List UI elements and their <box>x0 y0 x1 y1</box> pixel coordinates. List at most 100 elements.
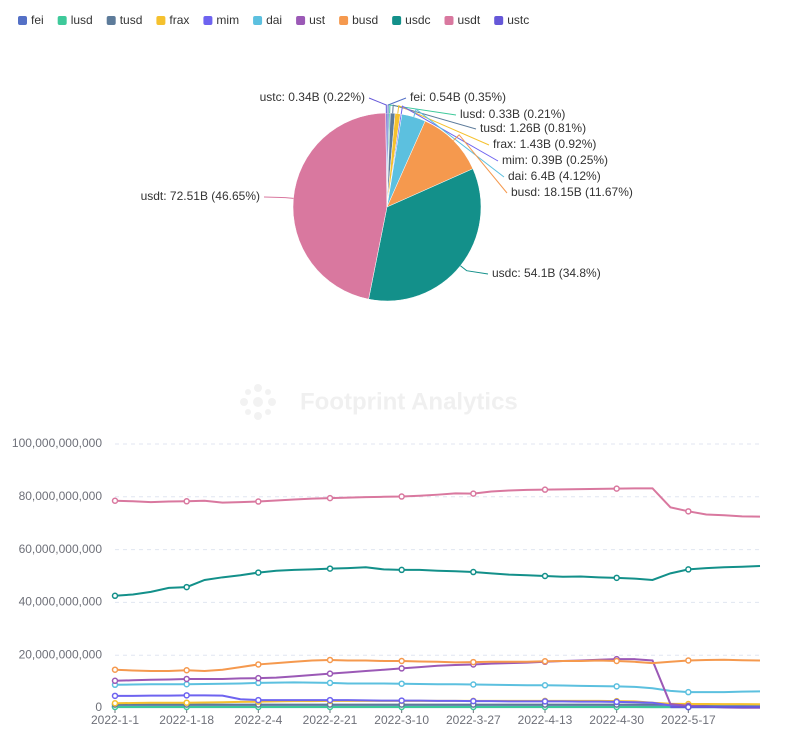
legend-label: ustc <box>507 13 529 27</box>
point-marker <box>328 566 333 571</box>
x-tick-label: 2022-3-27 <box>446 713 501 727</box>
watermark: Footprint Analytics <box>240 384 518 420</box>
legend: fei lusd tusd frax mim dai ust busd usdc usdt ustc <box>18 13 529 27</box>
y-tick-label: 60,000,000,000 <box>19 542 103 556</box>
legend-label: usdt <box>458 13 481 27</box>
point-marker <box>184 676 189 681</box>
point-marker <box>614 659 619 664</box>
legend-label: busd <box>352 13 378 27</box>
point-marker <box>184 693 189 698</box>
y-tick-label: 20,000,000,000 <box>19 647 103 661</box>
point-marker <box>184 499 189 504</box>
point-marker <box>184 668 189 673</box>
legend-label: tusd <box>120 13 143 27</box>
point-marker <box>399 666 404 671</box>
pie-slice <box>293 113 387 299</box>
x-tick-label: 2022-1-1 <box>91 713 139 727</box>
point-marker <box>256 698 261 703</box>
point-marker <box>256 499 261 504</box>
point-marker <box>686 658 691 663</box>
point-marker <box>184 585 189 590</box>
y-tick-label: 80,000,000,000 <box>19 489 103 503</box>
point-marker <box>471 699 476 704</box>
leader-line <box>460 266 488 274</box>
point-marker <box>113 678 118 683</box>
point-marker <box>399 494 404 499</box>
point-marker <box>543 659 548 664</box>
legend-swatch <box>203 16 212 25</box>
series-line <box>115 566 760 596</box>
pie-label: frax: 1.43B (0.92%) <box>493 137 596 151</box>
x-tick-label: 2022-1-18 <box>159 713 214 727</box>
pie-label: busd: 18.15B (11.67%) <box>511 185 633 199</box>
pie-label: mim: 0.39B (0.25%) <box>502 153 608 167</box>
point-marker <box>113 701 118 706</box>
watermark-logo <box>240 384 276 420</box>
legend-swatch <box>253 16 262 25</box>
point-marker <box>471 660 476 665</box>
x-tick-label: 2022-3-10 <box>374 713 429 727</box>
point-marker <box>614 684 619 689</box>
legend-swatch <box>156 16 165 25</box>
point-marker <box>184 700 189 705</box>
legend-swatch <box>18 16 27 25</box>
point-marker <box>686 705 691 710</box>
legend-label: usdc <box>405 13 430 27</box>
point-marker <box>399 567 404 572</box>
pie-label: tusd: 1.26B (0.81%) <box>480 121 586 135</box>
point-marker <box>113 498 118 503</box>
point-marker <box>399 681 404 686</box>
leader-line <box>369 98 386 113</box>
point-marker <box>471 491 476 496</box>
point-marker <box>399 659 404 664</box>
pie-label: usdt: 72.51B (46.65%) <box>141 189 260 203</box>
legend-label: mim <box>216 13 239 27</box>
point-marker <box>686 690 691 695</box>
point-marker <box>328 680 333 685</box>
pie-label: lusd: 0.33B (0.21%) <box>460 107 565 121</box>
point-marker <box>543 574 548 579</box>
point-marker <box>113 693 118 698</box>
pie-label: ustc: 0.34B (0.22%) <box>260 90 365 104</box>
point-marker <box>256 676 261 681</box>
point-marker <box>184 682 189 687</box>
pie-label: fei: 0.54B (0.35%) <box>410 90 506 104</box>
legend-swatch <box>58 16 67 25</box>
x-tick-label: 2022-2-4 <box>234 713 282 727</box>
x-tick-label: 2022-5-17 <box>661 713 716 727</box>
series-line <box>115 488 760 516</box>
legend-swatch <box>494 16 503 25</box>
point-marker <box>256 570 261 575</box>
point-marker <box>543 487 548 492</box>
pie-label: usdc: 54.1B (34.8%) <box>492 266 601 280</box>
leader-line <box>264 197 293 198</box>
x-tick-label: 2022-4-30 <box>589 713 644 727</box>
x-tick-label: 2022-2-21 <box>303 713 358 727</box>
y-tick-label: 100,000,000,000 <box>12 436 102 450</box>
legend-label: dai <box>266 13 282 27</box>
legend-label: ust <box>309 13 326 27</box>
legend-swatch <box>339 16 348 25</box>
legend-label: fei <box>31 13 44 27</box>
legend-swatch <box>392 16 401 25</box>
legend-label: lusd <box>71 13 93 27</box>
point-marker <box>686 567 691 572</box>
point-marker <box>113 667 118 672</box>
legend-swatch <box>445 16 454 25</box>
point-marker <box>328 657 333 662</box>
point-marker <box>256 662 261 667</box>
point-marker <box>543 683 548 688</box>
point-marker <box>328 671 333 676</box>
pie-label: dai: 6.4B (4.12%) <box>508 169 601 183</box>
legend-swatch <box>296 16 305 25</box>
point-marker <box>614 575 619 580</box>
point-marker <box>686 509 691 514</box>
point-marker <box>399 698 404 703</box>
watermark-text: Footprint Analytics <box>300 388 518 415</box>
legend-label: frax <box>169 13 189 27</box>
point-marker <box>471 570 476 575</box>
point-marker <box>328 496 333 501</box>
point-marker <box>543 699 548 704</box>
legend-swatch <box>107 16 116 25</box>
